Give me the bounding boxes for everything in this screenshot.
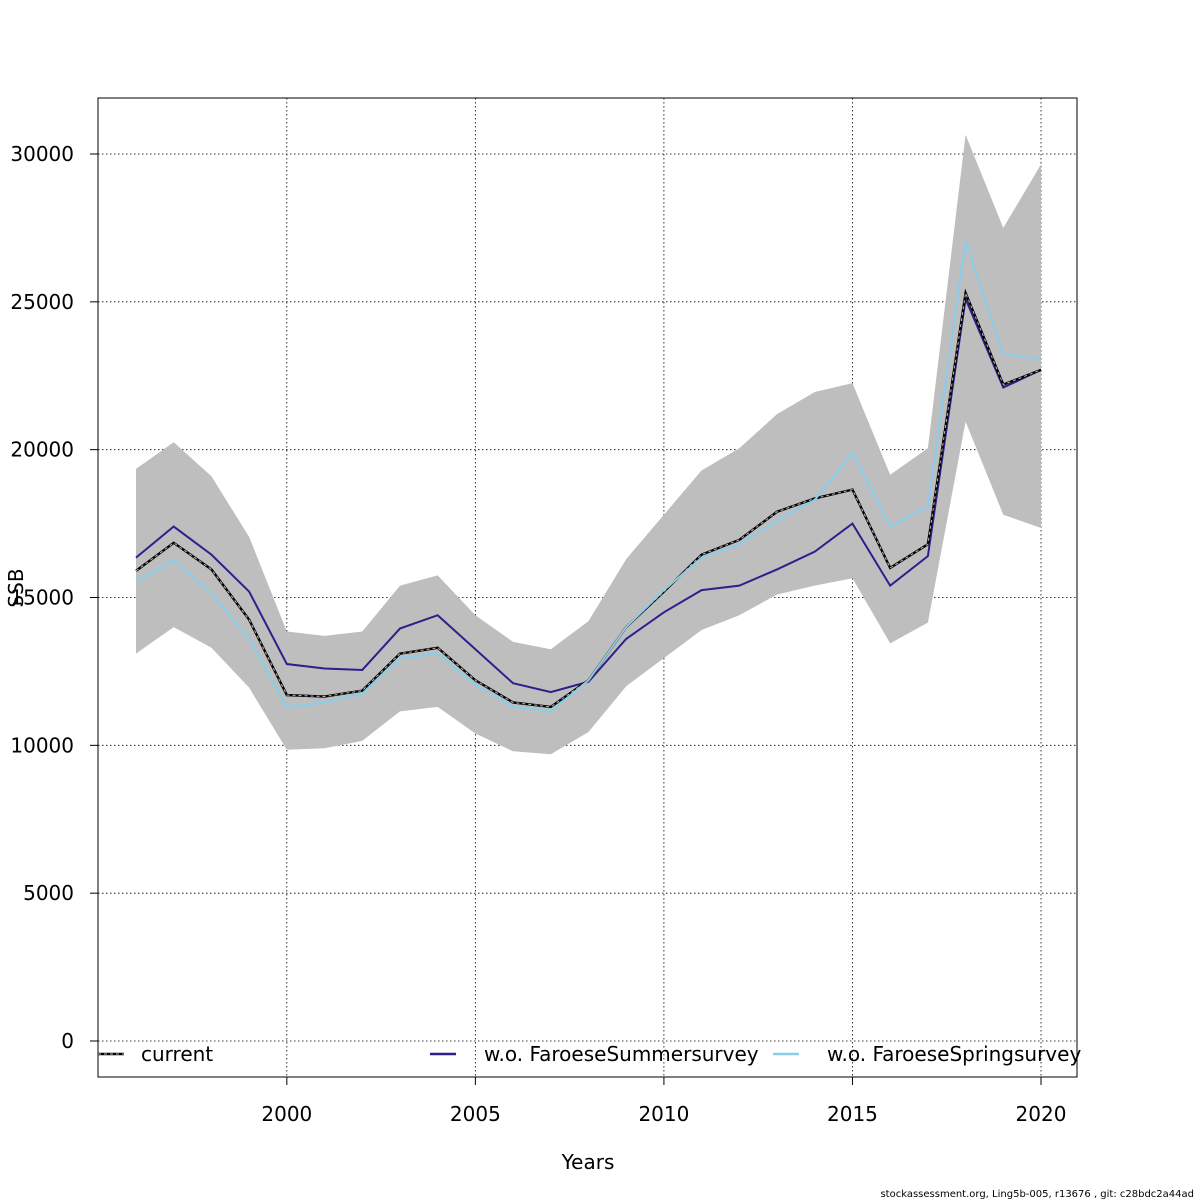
- x-axis: 2000 2005 2010 2015 2020: [261, 1077, 1066, 1126]
- y-tick-label: 30000: [10, 142, 74, 166]
- x-tick-label: 2000: [261, 1102, 312, 1126]
- legend: current w.o. FaroeseSummersurvey w.o. Faro…: [98, 1042, 1081, 1066]
- y-tick-label: 0: [61, 1029, 74, 1053]
- y-tick-label: 5000: [23, 881, 74, 905]
- y-tick-label: 25000: [10, 290, 74, 314]
- legend-label: w.o. FaroeseSummersurvey: [484, 1042, 759, 1066]
- series-lines: [135, 240, 1042, 713]
- y-tick-label: 20000: [10, 438, 74, 462]
- legend-item-current: current: [98, 1042, 213, 1066]
- legend-item-faroese-springsurvey: w.o. FaroeseSpringsurvey: [773, 1042, 1081, 1066]
- x-tick-label: 2005: [450, 1102, 501, 1126]
- series-line-current-overlay: [135, 291, 1042, 708]
- confidence-band: [136, 134, 1041, 755]
- y-tick-label: 15000: [10, 586, 74, 610]
- plot-frame: [97, 97, 1078, 1078]
- confidence-band-area: [136, 134, 1041, 755]
- footer-credit: stockassessment.org, Ling5b-005, r13676 …: [880, 1189, 1194, 1200]
- legend-item-faroese-summersurvey: w.o. FaroeseSummersurvey: [430, 1042, 759, 1066]
- y-axis: 0 5000 10000 15000 20000 25000 30000: [10, 142, 98, 1053]
- legend-label: w.o. FaroeseSpringsurvey: [827, 1042, 1081, 1066]
- y-tick-label: 10000: [10, 733, 74, 757]
- y-axis-title: SSB: [4, 568, 28, 607]
- x-tick-label: 2010: [638, 1102, 689, 1126]
- x-tick-label: 2015: [827, 1102, 878, 1126]
- legend-label: current: [141, 1042, 213, 1066]
- series-line-faroese-summersurvey: [135, 295, 1042, 694]
- x-tick-label: 2020: [1016, 1102, 1067, 1126]
- x-axis-title: Years: [561, 1150, 615, 1174]
